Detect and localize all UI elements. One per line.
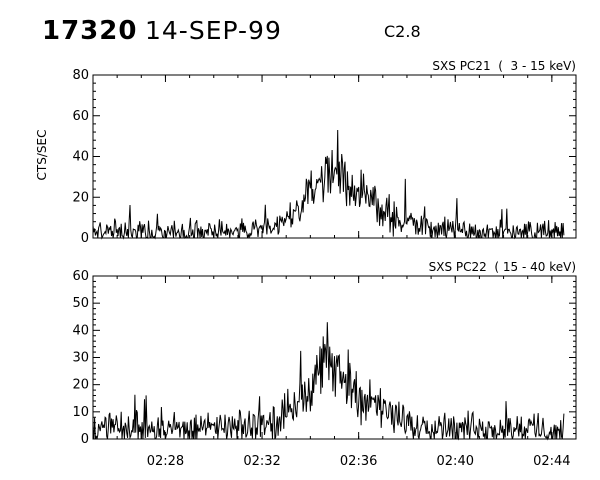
x-tick-label: 02:32 xyxy=(243,454,280,469)
panel-pc22-series xyxy=(92,322,565,441)
panel-pc21-frame xyxy=(92,74,577,239)
series-line xyxy=(92,322,565,441)
flare-class: C2.8 xyxy=(384,22,421,41)
x-tick-label: 02:36 xyxy=(340,454,377,469)
x-tick-label: 02:44 xyxy=(533,454,570,469)
y-tick-label: 40 xyxy=(72,323,89,338)
y-tick-label: 80 xyxy=(72,68,89,83)
panel-pc22: SXS PC22 ( 15 - 40 keV) 0 10 20 30 40 50 60 02… xyxy=(72,260,577,469)
y-tick-label: 50 xyxy=(72,296,89,311)
y-tick-label: 40 xyxy=(72,150,89,165)
y-tick-label: 0 xyxy=(81,432,89,447)
panel-pc22-title: SXS PC22 ( 15 - 40 keV) xyxy=(429,260,576,274)
x-tick-label: 02:28 xyxy=(147,454,184,469)
panel-pc21: SXS PC21 ( 3 - 15 keV) CTS/SEC 0 20 40 60 80 xyxy=(35,59,577,246)
y-tick-label: 20 xyxy=(72,378,89,393)
y-tick-label: 10 xyxy=(72,405,89,420)
panel-pc21-title: SXS PC21 ( 3 - 15 keV) xyxy=(432,59,576,73)
event-date: 14-SEP-99 xyxy=(145,16,282,45)
series-line xyxy=(92,129,565,240)
x-tick-label: 02:40 xyxy=(437,454,474,469)
y-tick-label: 60 xyxy=(72,109,89,124)
panel-pc22-y-ticks: 0 10 20 30 40 50 60 xyxy=(72,269,576,447)
panel-pc21-series xyxy=(92,129,565,240)
y-tick-label: 0 xyxy=(81,231,89,246)
y-tick-label: 60 xyxy=(72,269,89,284)
panel-pc21-y-ticks: 0 20 40 60 80 xyxy=(72,68,576,246)
event-id: 17320 xyxy=(42,16,138,46)
y-tick-label: 20 xyxy=(72,190,89,205)
panel-pc21-x-ticks xyxy=(116,75,553,238)
y-tick-label: 30 xyxy=(72,351,89,366)
y-axis-label: CTS/SEC xyxy=(35,130,49,181)
